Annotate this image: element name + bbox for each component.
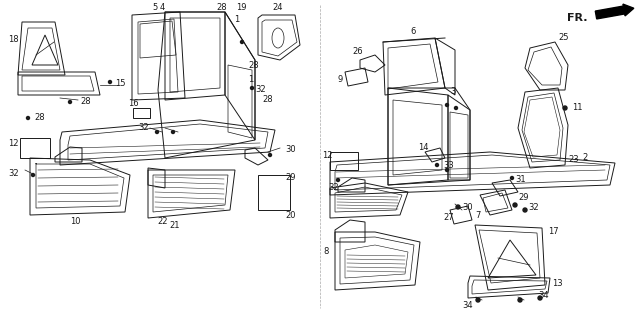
Circle shape — [538, 296, 542, 300]
Text: 28: 28 — [217, 3, 227, 13]
Text: 21: 21 — [170, 222, 180, 230]
Circle shape — [563, 106, 567, 110]
Text: 30: 30 — [462, 203, 472, 212]
Text: 32: 32 — [138, 124, 148, 132]
Text: 10: 10 — [70, 218, 80, 227]
Text: 2: 2 — [582, 153, 588, 162]
Circle shape — [454, 106, 458, 110]
Text: 18: 18 — [8, 35, 19, 44]
Text: 13: 13 — [552, 280, 563, 289]
Text: 11: 11 — [572, 104, 582, 112]
Circle shape — [250, 86, 253, 90]
Circle shape — [445, 104, 449, 106]
Circle shape — [518, 298, 522, 302]
Text: 28: 28 — [262, 95, 273, 105]
Text: 14: 14 — [418, 143, 429, 152]
Circle shape — [456, 205, 460, 209]
Circle shape — [337, 178, 339, 182]
Text: 28: 28 — [34, 112, 45, 121]
Circle shape — [172, 131, 175, 134]
Circle shape — [269, 153, 271, 156]
Text: 23: 23 — [568, 156, 579, 165]
Text: 27: 27 — [443, 213, 454, 223]
Text: 32: 32 — [528, 203, 539, 213]
Text: 9: 9 — [337, 75, 342, 85]
Text: 7: 7 — [475, 211, 481, 219]
Circle shape — [26, 116, 29, 120]
Text: 32: 32 — [255, 85, 266, 95]
Text: 28: 28 — [248, 60, 259, 69]
Text: 29: 29 — [518, 193, 529, 203]
Circle shape — [511, 177, 513, 179]
Text: 16: 16 — [128, 100, 139, 109]
Text: FR.: FR. — [567, 13, 588, 23]
Text: 19: 19 — [236, 3, 246, 13]
Text: 12: 12 — [8, 140, 19, 148]
Text: 8: 8 — [323, 248, 328, 256]
Text: 1: 1 — [248, 75, 253, 85]
Text: 6: 6 — [410, 28, 416, 37]
Circle shape — [523, 208, 527, 212]
Text: 33: 33 — [443, 161, 454, 170]
Circle shape — [68, 100, 72, 104]
Text: 32: 32 — [8, 168, 19, 177]
Text: 34: 34 — [538, 290, 548, 300]
Text: 22: 22 — [157, 218, 168, 227]
Text: 29: 29 — [285, 173, 296, 182]
Text: 5: 5 — [152, 3, 157, 13]
Text: 32: 32 — [328, 183, 339, 192]
Circle shape — [513, 203, 517, 207]
Text: 3: 3 — [450, 88, 456, 96]
Text: 28: 28 — [80, 98, 91, 106]
Text: 24: 24 — [273, 3, 284, 13]
Text: 25: 25 — [558, 33, 568, 43]
Text: 31: 31 — [515, 176, 525, 184]
Text: 17: 17 — [548, 228, 559, 237]
Circle shape — [109, 80, 111, 84]
Circle shape — [31, 173, 35, 177]
Text: 15: 15 — [115, 79, 125, 88]
Circle shape — [241, 40, 243, 44]
Circle shape — [445, 168, 449, 172]
Text: 34: 34 — [463, 301, 474, 310]
Circle shape — [476, 298, 480, 302]
Text: 12: 12 — [322, 151, 333, 161]
Circle shape — [156, 131, 159, 134]
Text: 30: 30 — [285, 146, 296, 155]
FancyArrow shape — [595, 4, 634, 19]
Text: 20: 20 — [285, 211, 296, 219]
Text: 26: 26 — [353, 48, 364, 57]
Text: 1: 1 — [234, 16, 239, 24]
Text: 4: 4 — [160, 3, 165, 13]
Circle shape — [435, 163, 438, 167]
